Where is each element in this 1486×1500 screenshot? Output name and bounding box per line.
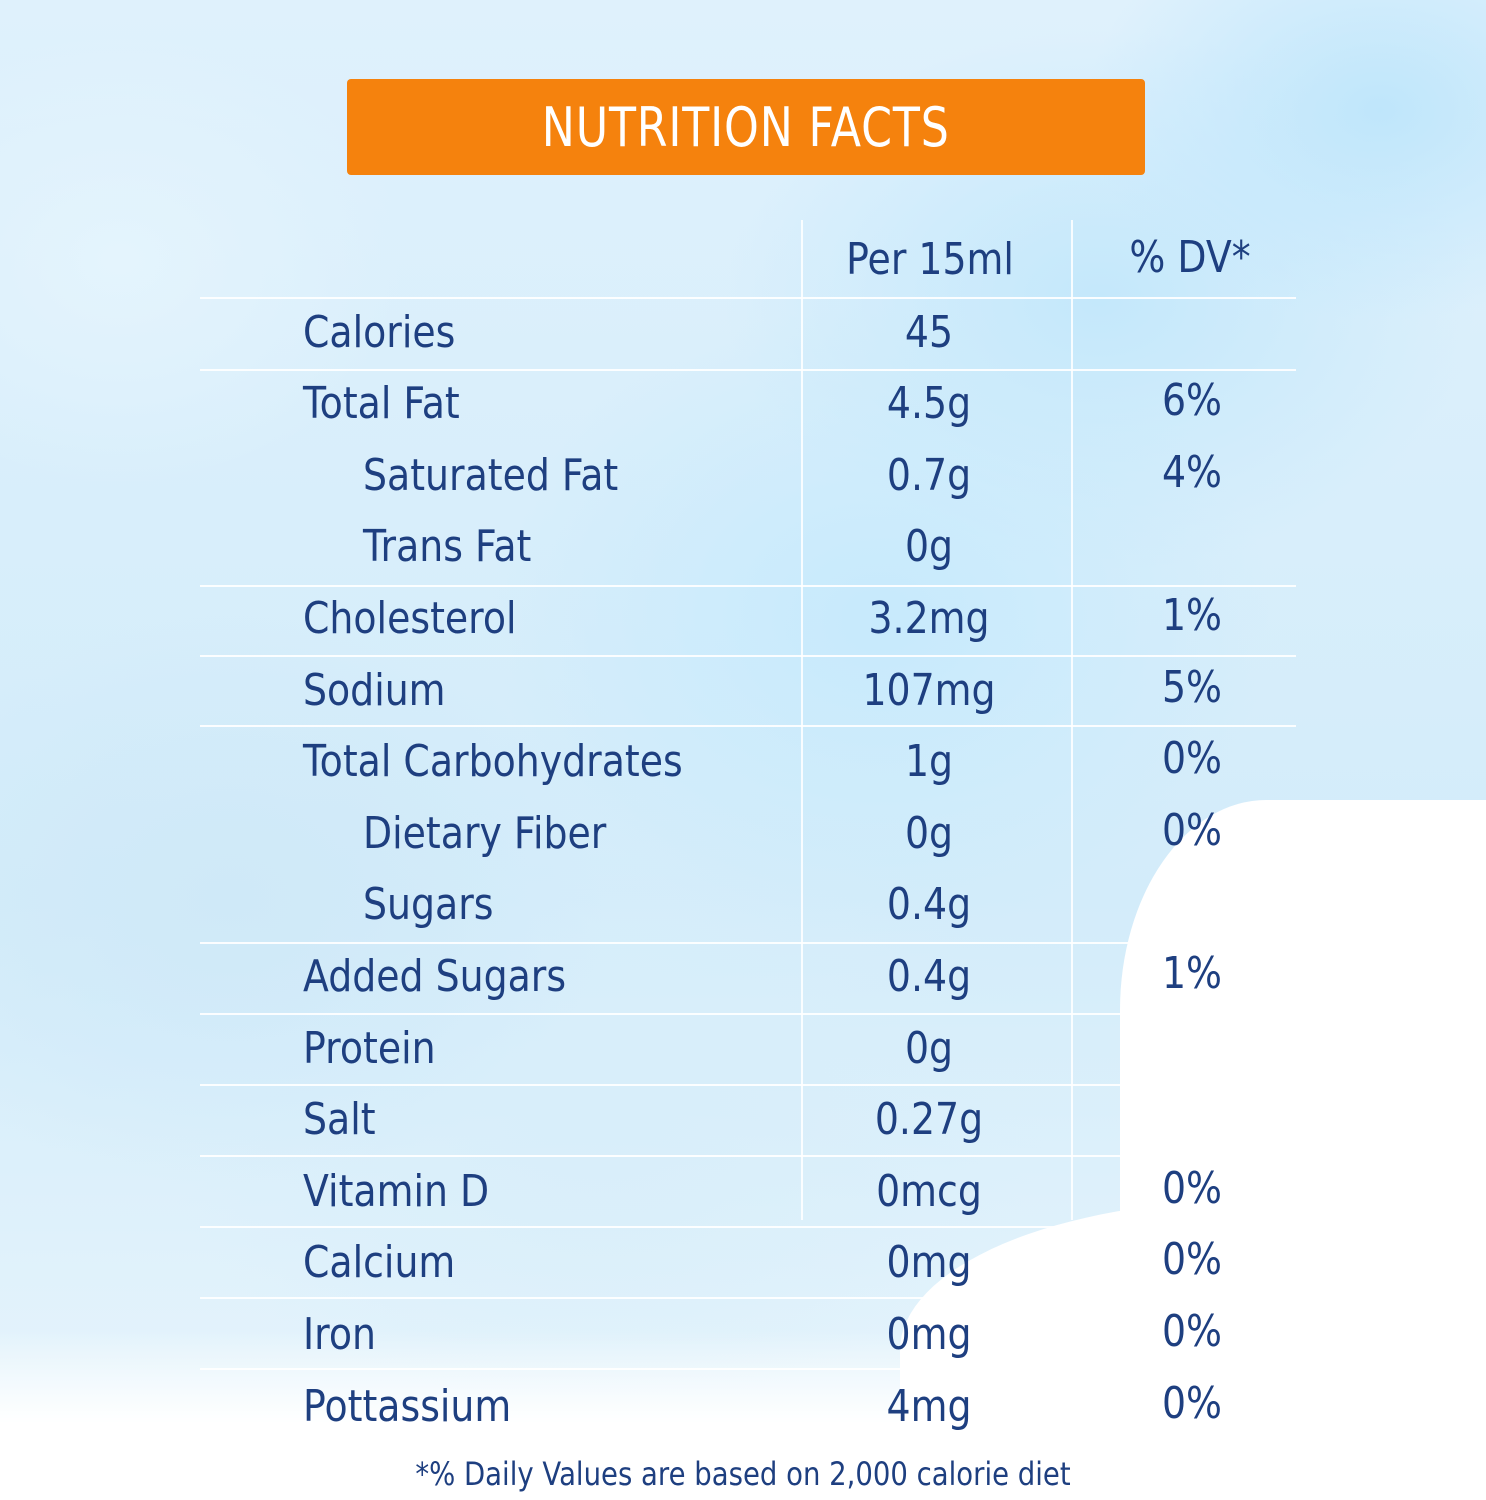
nutrient-daily-value: 5% [1161, 662, 1223, 713]
nutrient-amount: 0mg [886, 1309, 972, 1360]
nutrient-amount: 3.2mg [868, 593, 990, 644]
nutrient-name: Calories [303, 307, 456, 358]
nutrient-name: Total Fat [303, 378, 460, 429]
footnote: *% Daily Values are based on 2,000 calor… [0, 1452, 1486, 1496]
row-divider [200, 1297, 1296, 1299]
row-divider [200, 1368, 1296, 1370]
row-divider [200, 297, 1296, 299]
row-divider [200, 369, 1296, 371]
row-divider [200, 725, 1296, 727]
nutrient-amount: 107mg [862, 665, 996, 716]
nutrient-amount: 0.4g [886, 951, 972, 1002]
nutrient-amount: 0.7g [886, 450, 972, 501]
nutrient-name: Sugars [363, 879, 494, 930]
nutrient-amount: 4mg [886, 1381, 972, 1432]
nutrient-name: Total Carbohydrates [303, 736, 683, 787]
nutrient-daily-value: 4% [1161, 447, 1223, 498]
background-white-fade [0, 1330, 1486, 1500]
nutrient-amount: 0g [904, 808, 954, 859]
nutrient-name: Trans Fat [363, 521, 532, 572]
column-divider-dv [1071, 220, 1073, 1220]
row-divider [200, 1226, 1296, 1228]
nutrient-amount: 0.27g [874, 1094, 984, 1145]
column-header-per-serving: Per 15ml [846, 234, 1014, 285]
nutrient-name: Added Sugars [303, 951, 567, 1002]
nutrient-name: Cholesterol [303, 593, 517, 644]
nutrient-daily-value: 0% [1161, 1163, 1223, 1214]
row-divider [200, 655, 1296, 657]
nutrient-name: Iron [303, 1309, 377, 1360]
footnote-text: *% Daily Values are based on 2,000 calor… [415, 1455, 1071, 1493]
nutrient-daily-value: 0% [1161, 805, 1223, 856]
nutrient-amount: 4.5g [886, 378, 972, 429]
row-divider [200, 1013, 1296, 1015]
nutrient-daily-value: 0% [1161, 733, 1223, 784]
nutrient-name: Dietary Fiber [363, 808, 607, 859]
column-header-daily-value: % DV* [1129, 232, 1251, 283]
nutrient-name: Saturated Fat [363, 450, 619, 501]
nutrient-name: Calcium [303, 1237, 456, 1288]
nutrient-daily-value: 1% [1161, 590, 1223, 641]
row-divider [200, 1155, 1296, 1157]
nutrient-name: Salt [303, 1094, 376, 1145]
nutrient-daily-value: 1% [1161, 948, 1223, 999]
row-divider [200, 942, 1296, 944]
nutrient-amount: 45 [904, 307, 954, 358]
nutrient-name: Protein [303, 1023, 436, 1074]
nutrient-amount: 0g [904, 521, 954, 572]
nutrient-daily-value: 0% [1161, 1378, 1223, 1429]
column-divider-amount [801, 220, 803, 1220]
nutrient-daily-value: 6% [1161, 375, 1223, 426]
row-divider [200, 585, 1296, 587]
nutrient-amount: 0mcg [876, 1166, 982, 1217]
nutrient-name: Sodium [303, 665, 446, 716]
nutrient-name: Vitamin D [303, 1166, 490, 1217]
title-banner: NUTRITION FACTS [347, 79, 1145, 175]
row-divider [200, 1084, 1296, 1086]
nutrient-daily-value: 0% [1161, 1234, 1223, 1285]
nutrient-daily-value: 0% [1161, 1306, 1223, 1357]
nutrient-amount: 0mg [886, 1237, 972, 1288]
nutrient-amount: 0.4g [886, 879, 972, 930]
nutrient-amount: 1g [904, 736, 954, 787]
page-title: NUTRITION FACTS [542, 95, 950, 159]
nutrient-name: Pottassium [303, 1381, 512, 1432]
nutrient-amount: 0g [904, 1023, 954, 1074]
